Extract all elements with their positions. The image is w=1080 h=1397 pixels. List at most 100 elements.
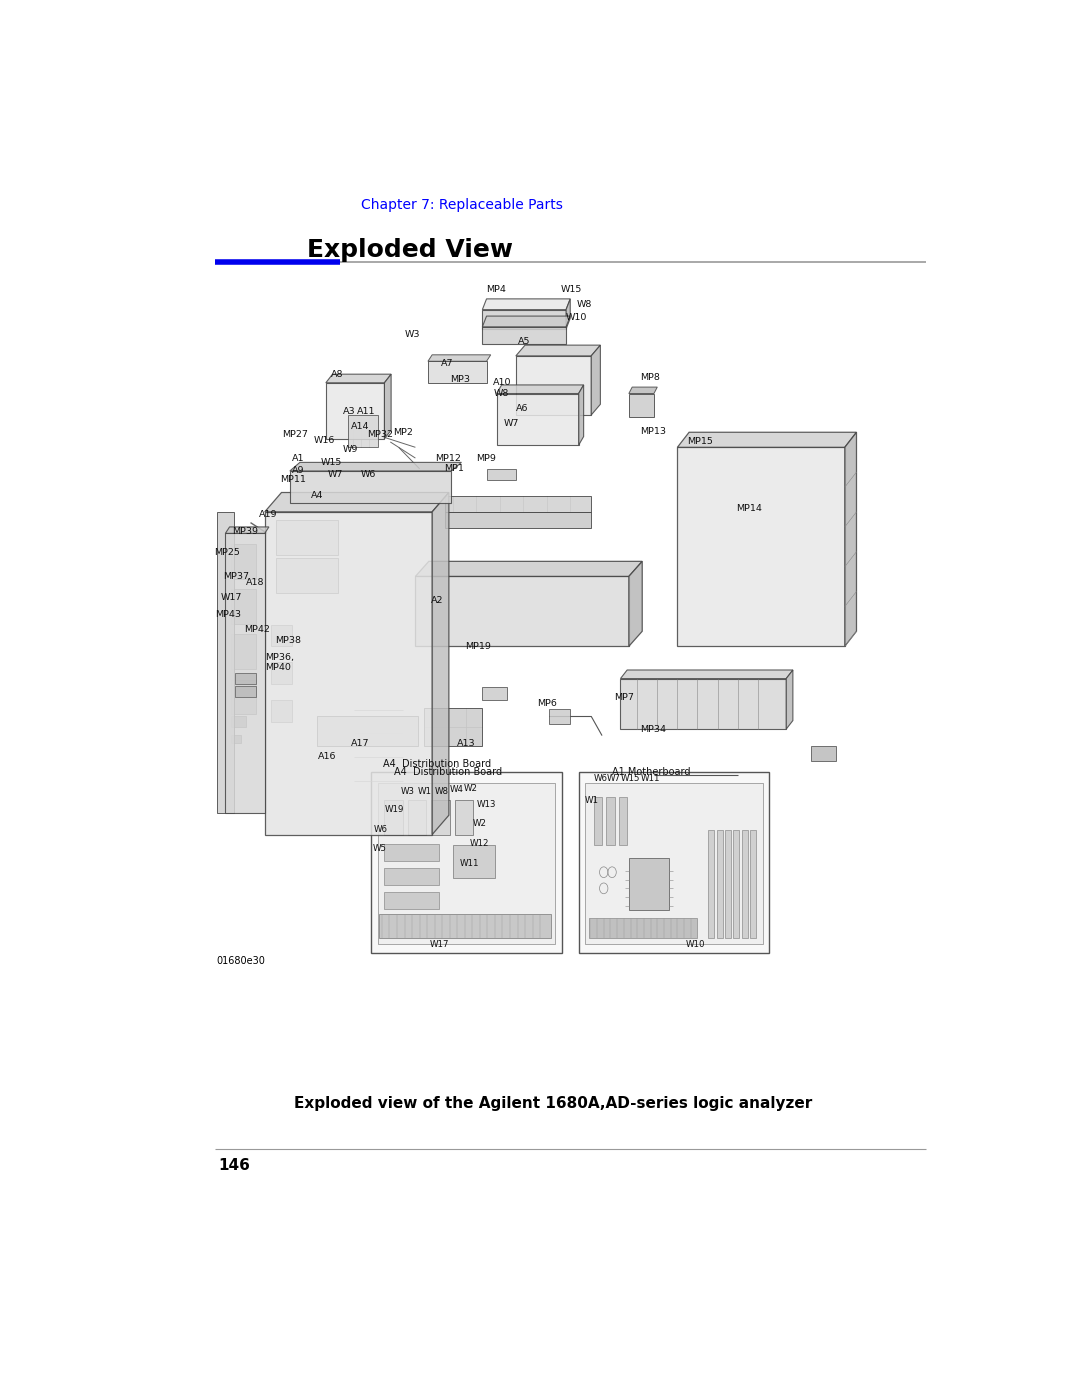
Text: A16: A16 — [318, 752, 336, 760]
Bar — [231, 680, 256, 714]
Text: W1: W1 — [584, 796, 598, 805]
Bar — [271, 624, 292, 647]
Polygon shape — [226, 527, 269, 534]
Polygon shape — [786, 671, 793, 729]
Text: A4  Distribution Board: A4 Distribution Board — [394, 767, 502, 777]
Bar — [408, 800, 427, 834]
Text: A18: A18 — [246, 578, 265, 587]
Text: W6: W6 — [361, 469, 376, 479]
Bar — [742, 830, 747, 937]
Bar — [384, 891, 438, 909]
Polygon shape — [428, 362, 486, 383]
Bar — [378, 782, 555, 944]
Text: A9: A9 — [293, 467, 305, 475]
Text: W8: W8 — [434, 787, 448, 796]
Text: MP1: MP1 — [444, 464, 463, 474]
Text: MP6: MP6 — [537, 698, 556, 708]
Polygon shape — [483, 687, 508, 700]
Text: W9: W9 — [342, 446, 357, 454]
Bar — [231, 590, 256, 623]
Text: W17: W17 — [430, 940, 449, 949]
Text: MP36,: MP36, — [265, 652, 294, 662]
Bar — [431, 800, 449, 834]
Polygon shape — [579, 386, 583, 446]
Polygon shape — [677, 432, 856, 447]
Bar — [733, 830, 740, 937]
Bar — [372, 773, 562, 953]
Text: A4: A4 — [311, 492, 323, 500]
Text: MP13: MP13 — [640, 426, 666, 436]
Polygon shape — [289, 471, 451, 503]
Text: W19: W19 — [384, 805, 404, 814]
Text: A11: A11 — [356, 408, 376, 416]
Text: A1: A1 — [292, 454, 303, 462]
Polygon shape — [416, 562, 643, 577]
Text: W16: W16 — [314, 436, 336, 446]
Text: W15: W15 — [321, 458, 342, 467]
Text: W15: W15 — [561, 285, 581, 293]
Text: A13: A13 — [457, 739, 476, 747]
Polygon shape — [845, 432, 856, 647]
Text: W7: W7 — [327, 469, 342, 479]
Text: W17: W17 — [220, 594, 242, 602]
Bar — [271, 700, 292, 722]
Text: MP3: MP3 — [450, 374, 471, 384]
Polygon shape — [497, 386, 583, 394]
Polygon shape — [326, 383, 384, 439]
Text: MP12: MP12 — [434, 454, 460, 462]
Text: A7: A7 — [442, 359, 454, 367]
Polygon shape — [483, 299, 570, 310]
Bar — [751, 830, 756, 937]
Bar — [619, 796, 627, 845]
Text: W3: W3 — [401, 787, 415, 796]
Text: W6: W6 — [374, 824, 388, 834]
Bar — [708, 830, 714, 937]
Text: W7: W7 — [503, 419, 518, 427]
Text: W11: W11 — [460, 859, 480, 868]
Text: W12: W12 — [470, 838, 489, 848]
Polygon shape — [483, 316, 570, 327]
Text: W8: W8 — [577, 300, 592, 309]
Text: MP34: MP34 — [640, 725, 666, 733]
Text: A6: A6 — [516, 404, 528, 414]
Text: MP32: MP32 — [367, 430, 393, 439]
Text: A3: A3 — [342, 408, 355, 416]
Text: W5: W5 — [373, 844, 387, 854]
Bar — [454, 845, 495, 877]
Polygon shape — [516, 345, 600, 356]
Text: A5: A5 — [518, 338, 531, 346]
Polygon shape — [629, 394, 653, 418]
Text: W2: W2 — [473, 819, 487, 828]
Text: A8: A8 — [330, 370, 343, 379]
Bar — [594, 796, 602, 845]
Polygon shape — [591, 345, 600, 415]
Polygon shape — [428, 355, 490, 362]
Text: MP19: MP19 — [465, 641, 491, 651]
Polygon shape — [516, 356, 591, 415]
Polygon shape — [423, 708, 483, 746]
Bar — [606, 796, 615, 845]
Text: W8: W8 — [494, 388, 509, 398]
Text: W10: W10 — [565, 313, 586, 321]
Text: A1 Motherboard: A1 Motherboard — [612, 767, 690, 777]
Text: MP27: MP27 — [282, 430, 308, 439]
Polygon shape — [486, 469, 516, 479]
Polygon shape — [677, 447, 845, 647]
Text: 146: 146 — [218, 1158, 251, 1173]
Polygon shape — [620, 679, 786, 729]
Text: W3: W3 — [405, 330, 420, 339]
Text: A14: A14 — [351, 422, 369, 432]
Text: MP15: MP15 — [688, 437, 713, 447]
Bar — [717, 830, 723, 937]
Polygon shape — [326, 374, 391, 383]
Text: W11: W11 — [640, 774, 660, 784]
Bar — [231, 717, 246, 726]
Polygon shape — [265, 493, 449, 511]
Text: MP38: MP38 — [275, 637, 301, 645]
Polygon shape — [289, 462, 461, 471]
Polygon shape — [629, 562, 643, 647]
Text: MP39: MP39 — [232, 527, 258, 535]
Polygon shape — [349, 415, 378, 447]
Bar — [589, 918, 698, 937]
Polygon shape — [235, 686, 256, 697]
